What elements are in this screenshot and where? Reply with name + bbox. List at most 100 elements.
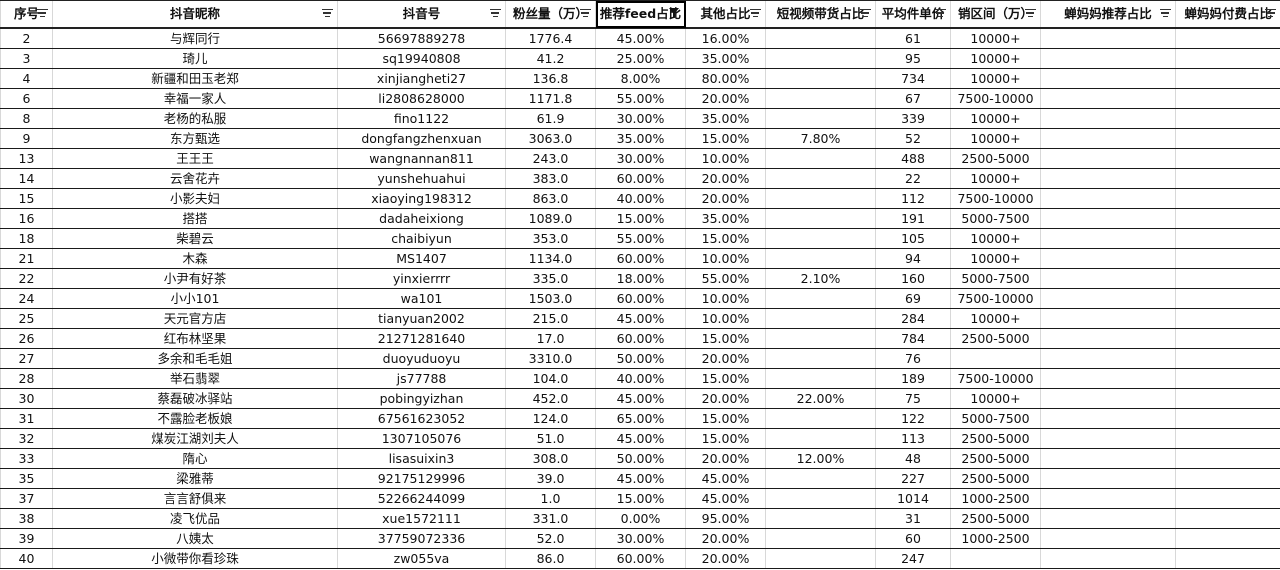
- cell-avg_price[interactable]: 488: [875, 148, 951, 169]
- cell-fans[interactable]: 1134.0: [505, 248, 596, 269]
- cell-nickname[interactable]: 小影夫妇: [52, 188, 338, 209]
- cell-short_video[interactable]: [765, 468, 876, 489]
- cell-account[interactable]: 37759072336: [337, 528, 506, 549]
- cell-avg_price[interactable]: 94: [875, 248, 951, 269]
- cell-feed[interactable]: 45.00%: [595, 388, 686, 409]
- cell-mama_rec[interactable]: [1040, 508, 1176, 529]
- cell-nickname[interactable]: 搭搭: [52, 208, 338, 229]
- cell-fans[interactable]: 331.0: [505, 508, 596, 529]
- cell-short_video[interactable]: 7.80%: [765, 128, 876, 149]
- cell-account[interactable]: yinxierrrr: [337, 268, 506, 289]
- cell-avg_price[interactable]: 52: [875, 128, 951, 149]
- cell-fans[interactable]: 51.0: [505, 428, 596, 449]
- cell-short_video[interactable]: [765, 188, 876, 209]
- cell-fans[interactable]: 1503.0: [505, 288, 596, 309]
- cell-fans[interactable]: 863.0: [505, 188, 596, 209]
- cell-mama_rec[interactable]: [1040, 248, 1176, 269]
- cell-mama_paid[interactable]: [1175, 248, 1280, 269]
- cell-nickname[interactable]: 与辉同行: [52, 28, 338, 49]
- cell-mama_paid[interactable]: [1175, 68, 1280, 89]
- cell-other[interactable]: 20.00%: [685, 88, 766, 109]
- filter-dropdown-icon[interactable]: [859, 7, 871, 19]
- cell-fans[interactable]: 3310.0: [505, 348, 596, 369]
- cell-account[interactable]: xue1572111: [337, 508, 506, 529]
- cell-feed[interactable]: 0.00%: [595, 508, 686, 529]
- cell-other[interactable]: 15.00%: [685, 228, 766, 249]
- cell-mama_paid[interactable]: [1175, 128, 1280, 149]
- cell-avg_price[interactable]: 31: [875, 508, 951, 529]
- cell-mama_paid[interactable]: [1175, 188, 1280, 209]
- cell-mama_paid[interactable]: [1175, 268, 1280, 289]
- cell-seq[interactable]: 18: [0, 228, 53, 249]
- cell-mama_paid[interactable]: [1175, 348, 1280, 369]
- cell-feed[interactable]: 15.00%: [595, 208, 686, 229]
- cell-short_video[interactable]: [765, 528, 876, 549]
- cell-fans[interactable]: 1171.8: [505, 88, 596, 109]
- cell-nickname[interactable]: 举石翡翠: [52, 368, 338, 389]
- cell-mama_paid[interactable]: [1175, 48, 1280, 69]
- cell-sales_range[interactable]: 10000+: [950, 128, 1041, 149]
- column-header-short_video[interactable]: 短视频带货占比: [765, 0, 876, 29]
- cell-seq[interactable]: 21: [0, 248, 53, 269]
- cell-mama_paid[interactable]: [1175, 28, 1280, 49]
- cell-sales_range[interactable]: 1000-2500: [950, 488, 1041, 509]
- cell-fans[interactable]: 1.0: [505, 488, 596, 509]
- cell-feed[interactable]: 60.00%: [595, 288, 686, 309]
- cell-mama_rec[interactable]: [1040, 188, 1176, 209]
- cell-short_video[interactable]: 12.00%: [765, 448, 876, 469]
- cell-seq[interactable]: 26: [0, 328, 53, 349]
- cell-nickname[interactable]: 云舍花卉: [52, 168, 338, 189]
- cell-feed[interactable]: 55.00%: [595, 88, 686, 109]
- cell-nickname[interactable]: 隋心: [52, 448, 338, 469]
- filter-dropdown-icon[interactable]: [489, 7, 501, 19]
- cell-other[interactable]: 15.00%: [685, 128, 766, 149]
- cell-fans[interactable]: 452.0: [505, 388, 596, 409]
- cell-sales_range[interactable]: 10000+: [950, 48, 1041, 69]
- cell-fans[interactable]: 215.0: [505, 308, 596, 329]
- cell-seq[interactable]: 16: [0, 208, 53, 229]
- cell-feed[interactable]: 40.00%: [595, 368, 686, 389]
- cell-avg_price[interactable]: 112: [875, 188, 951, 209]
- filter-dropdown-icon[interactable]: [1024, 7, 1036, 19]
- cell-nickname[interactable]: 幸福一家人: [52, 88, 338, 109]
- cell-seq[interactable]: 27: [0, 348, 53, 369]
- cell-mama_paid[interactable]: [1175, 308, 1280, 329]
- cell-mama_rec[interactable]: [1040, 28, 1176, 49]
- cell-mama_paid[interactable]: [1175, 548, 1280, 569]
- cell-fans[interactable]: 41.2: [505, 48, 596, 69]
- cell-feed[interactable]: 65.00%: [595, 408, 686, 429]
- cell-feed[interactable]: 45.00%: [595, 28, 686, 49]
- cell-nickname[interactable]: 东方甄选: [52, 128, 338, 149]
- cell-feed[interactable]: 40.00%: [595, 188, 686, 209]
- column-header-other[interactable]: 其他占比: [685, 0, 766, 29]
- cell-sales_range[interactable]: 2500-5000: [950, 328, 1041, 349]
- cell-other[interactable]: 35.00%: [685, 108, 766, 129]
- cell-feed[interactable]: 60.00%: [595, 548, 686, 569]
- cell-seq[interactable]: 13: [0, 148, 53, 169]
- cell-nickname[interactable]: 王王王: [52, 148, 338, 169]
- cell-mama_paid[interactable]: [1175, 288, 1280, 309]
- cell-mama_paid[interactable]: [1175, 368, 1280, 389]
- cell-seq[interactable]: 35: [0, 468, 53, 489]
- cell-short_video[interactable]: [765, 48, 876, 69]
- filter-dropdown-icon[interactable]: [579, 7, 591, 19]
- cell-feed[interactable]: 45.00%: [595, 468, 686, 489]
- cell-account[interactable]: 56697889278: [337, 28, 506, 49]
- filter-dropdown-icon[interactable]: [36, 7, 48, 19]
- cell-other[interactable]: 10.00%: [685, 248, 766, 269]
- cell-nickname[interactable]: 木森: [52, 248, 338, 269]
- cell-feed[interactable]: 45.00%: [595, 308, 686, 329]
- cell-other[interactable]: 20.00%: [685, 188, 766, 209]
- cell-short_video[interactable]: [765, 168, 876, 189]
- column-header-avg_price[interactable]: 平均件单价: [875, 0, 951, 29]
- cell-other[interactable]: 10.00%: [685, 308, 766, 329]
- cell-avg_price[interactable]: 67: [875, 88, 951, 109]
- cell-nickname[interactable]: 老杨的私服: [52, 108, 338, 129]
- cell-nickname[interactable]: 小尹有好茶: [52, 268, 338, 289]
- cell-feed[interactable]: 60.00%: [595, 168, 686, 189]
- cell-fans[interactable]: 308.0: [505, 448, 596, 469]
- cell-sales_range[interactable]: 10000+: [950, 68, 1041, 89]
- cell-account[interactable]: 21271281640: [337, 328, 506, 349]
- cell-short_video[interactable]: [765, 368, 876, 389]
- cell-account[interactable]: tianyuan2002: [337, 308, 506, 329]
